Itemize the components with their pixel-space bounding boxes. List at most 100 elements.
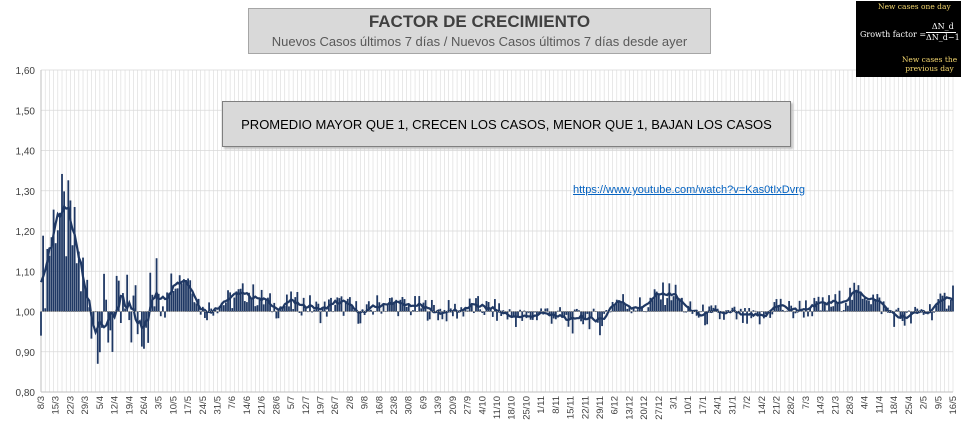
daily-bar [943, 292, 946, 312]
daily-bar [464, 307, 467, 312]
daily-bar [380, 311, 383, 314]
daily-bar [407, 304, 410, 312]
daily-bar [44, 308, 47, 312]
daily-bar [313, 309, 316, 312]
x-tick-label: 19/7 [315, 396, 326, 415]
daily-bar [805, 300, 807, 312]
x-tick-label: 2/8 [345, 396, 356, 409]
daily-bar [357, 311, 360, 324]
daily-bar [494, 299, 496, 312]
formula-numerator: ΔN_d [931, 22, 954, 31]
daily-bar [309, 295, 311, 312]
daily-bar [838, 290, 841, 312]
daily-bar [733, 306, 736, 312]
daily-bar [168, 292, 171, 312]
daily-bar [683, 311, 685, 313]
daily-bar [409, 311, 412, 316]
x-tick-label: 3/1 [669, 396, 680, 409]
x-tick-label: 4/10 [477, 396, 488, 415]
daily-bar [527, 311, 530, 313]
daily-bar [132, 295, 135, 312]
x-tick-label: 25/4 [904, 396, 915, 415]
daily-bar [61, 173, 63, 312]
daily-bar [672, 296, 675, 312]
daily-bar [674, 284, 677, 312]
x-tick-label: 26/7 [330, 396, 341, 415]
daily-bar [895, 309, 898, 312]
x-tick-label: 25/10 [521, 396, 532, 420]
x-tick-label: 28/6 [271, 396, 282, 415]
daily-bar [647, 307, 650, 312]
daily-bar [914, 306, 917, 312]
daily-bar [460, 307, 463, 312]
daily-bar [241, 283, 244, 312]
daily-bar [65, 256, 68, 312]
x-tick-label: 16/5 [948, 396, 959, 415]
daily-bar [897, 307, 900, 312]
chart-subtitle: Nuevos Casos últimos 7 días / Nuevos Cas… [271, 34, 688, 49]
daily-bar [548, 311, 551, 315]
x-tick-label: 3/5 [154, 396, 165, 409]
daily-bar [889, 311, 891, 313]
daily-bar [657, 293, 660, 312]
daily-bar [298, 311, 301, 313]
daily-bar [334, 304, 337, 312]
daily-bar [462, 311, 465, 317]
daily-bar [208, 302, 211, 312]
daily-bar [105, 299, 108, 312]
daily-bar [222, 305, 225, 312]
daily-bar [52, 209, 55, 312]
daily-bar [668, 283, 671, 312]
daily-bar [624, 303, 627, 312]
daily-bar [164, 311, 166, 318]
daily-bar [451, 311, 454, 317]
daily-bar [88, 307, 91, 312]
daily-bar [643, 311, 645, 313]
daily-bar [479, 309, 482, 312]
daily-bar [143, 311, 145, 349]
daily-bar [149, 272, 152, 312]
daily-bar [235, 291, 238, 312]
daily-bar [447, 300, 450, 312]
daily-bar [546, 308, 549, 312]
annotation-note: PROMEDIO MAYOR QUE 1, CRECEN LOS CASOS, … [222, 101, 791, 147]
daily-bar [220, 302, 223, 312]
daily-bar [262, 304, 265, 312]
daily-bar [802, 311, 805, 318]
y-tick-label: 1,40 [16, 147, 36, 158]
daily-bar [512, 311, 515, 317]
x-tick-label: 14/6 [242, 396, 253, 415]
daily-bar [676, 298, 679, 312]
chart-title: FACTOR DE CRECIMIENTO [368, 12, 591, 31]
daily-bar [441, 311, 444, 320]
daily-bar [708, 306, 711, 312]
youtube-link[interactable]: https://www.youtube.com/watch?v=Kas0tIxD… [573, 184, 806, 196]
daily-bar [250, 299, 253, 312]
daily-bar [180, 283, 183, 312]
daily-bar [50, 237, 53, 312]
daily-bar [588, 311, 591, 330]
daily-bar [741, 311, 744, 323]
daily-bar [695, 311, 698, 316]
y-tick-label: 0,90 [16, 348, 36, 359]
x-tick-label: 12/4 [110, 396, 121, 415]
daily-bar [204, 311, 206, 318]
daily-bar [206, 311, 208, 321]
y-tick-label: 1,60 [16, 66, 36, 77]
daily-bar [54, 243, 57, 312]
daily-bar [103, 273, 105, 312]
daily-bar [853, 282, 856, 312]
daily-bar [523, 310, 526, 312]
x-tick-label: 22/3 [65, 396, 76, 415]
x-tick-label: 10/1 [683, 396, 694, 415]
daily-bar [111, 311, 114, 352]
daily-bar [456, 311, 458, 319]
daily-bar [193, 302, 196, 312]
daily-bar [325, 311, 328, 317]
daily-bar [498, 303, 500, 312]
daily-bar [844, 302, 847, 312]
daily-bar [578, 310, 580, 312]
daily-bar [905, 311, 908, 313]
daily-bar [92, 311, 95, 324]
daily-bar [443, 309, 446, 312]
